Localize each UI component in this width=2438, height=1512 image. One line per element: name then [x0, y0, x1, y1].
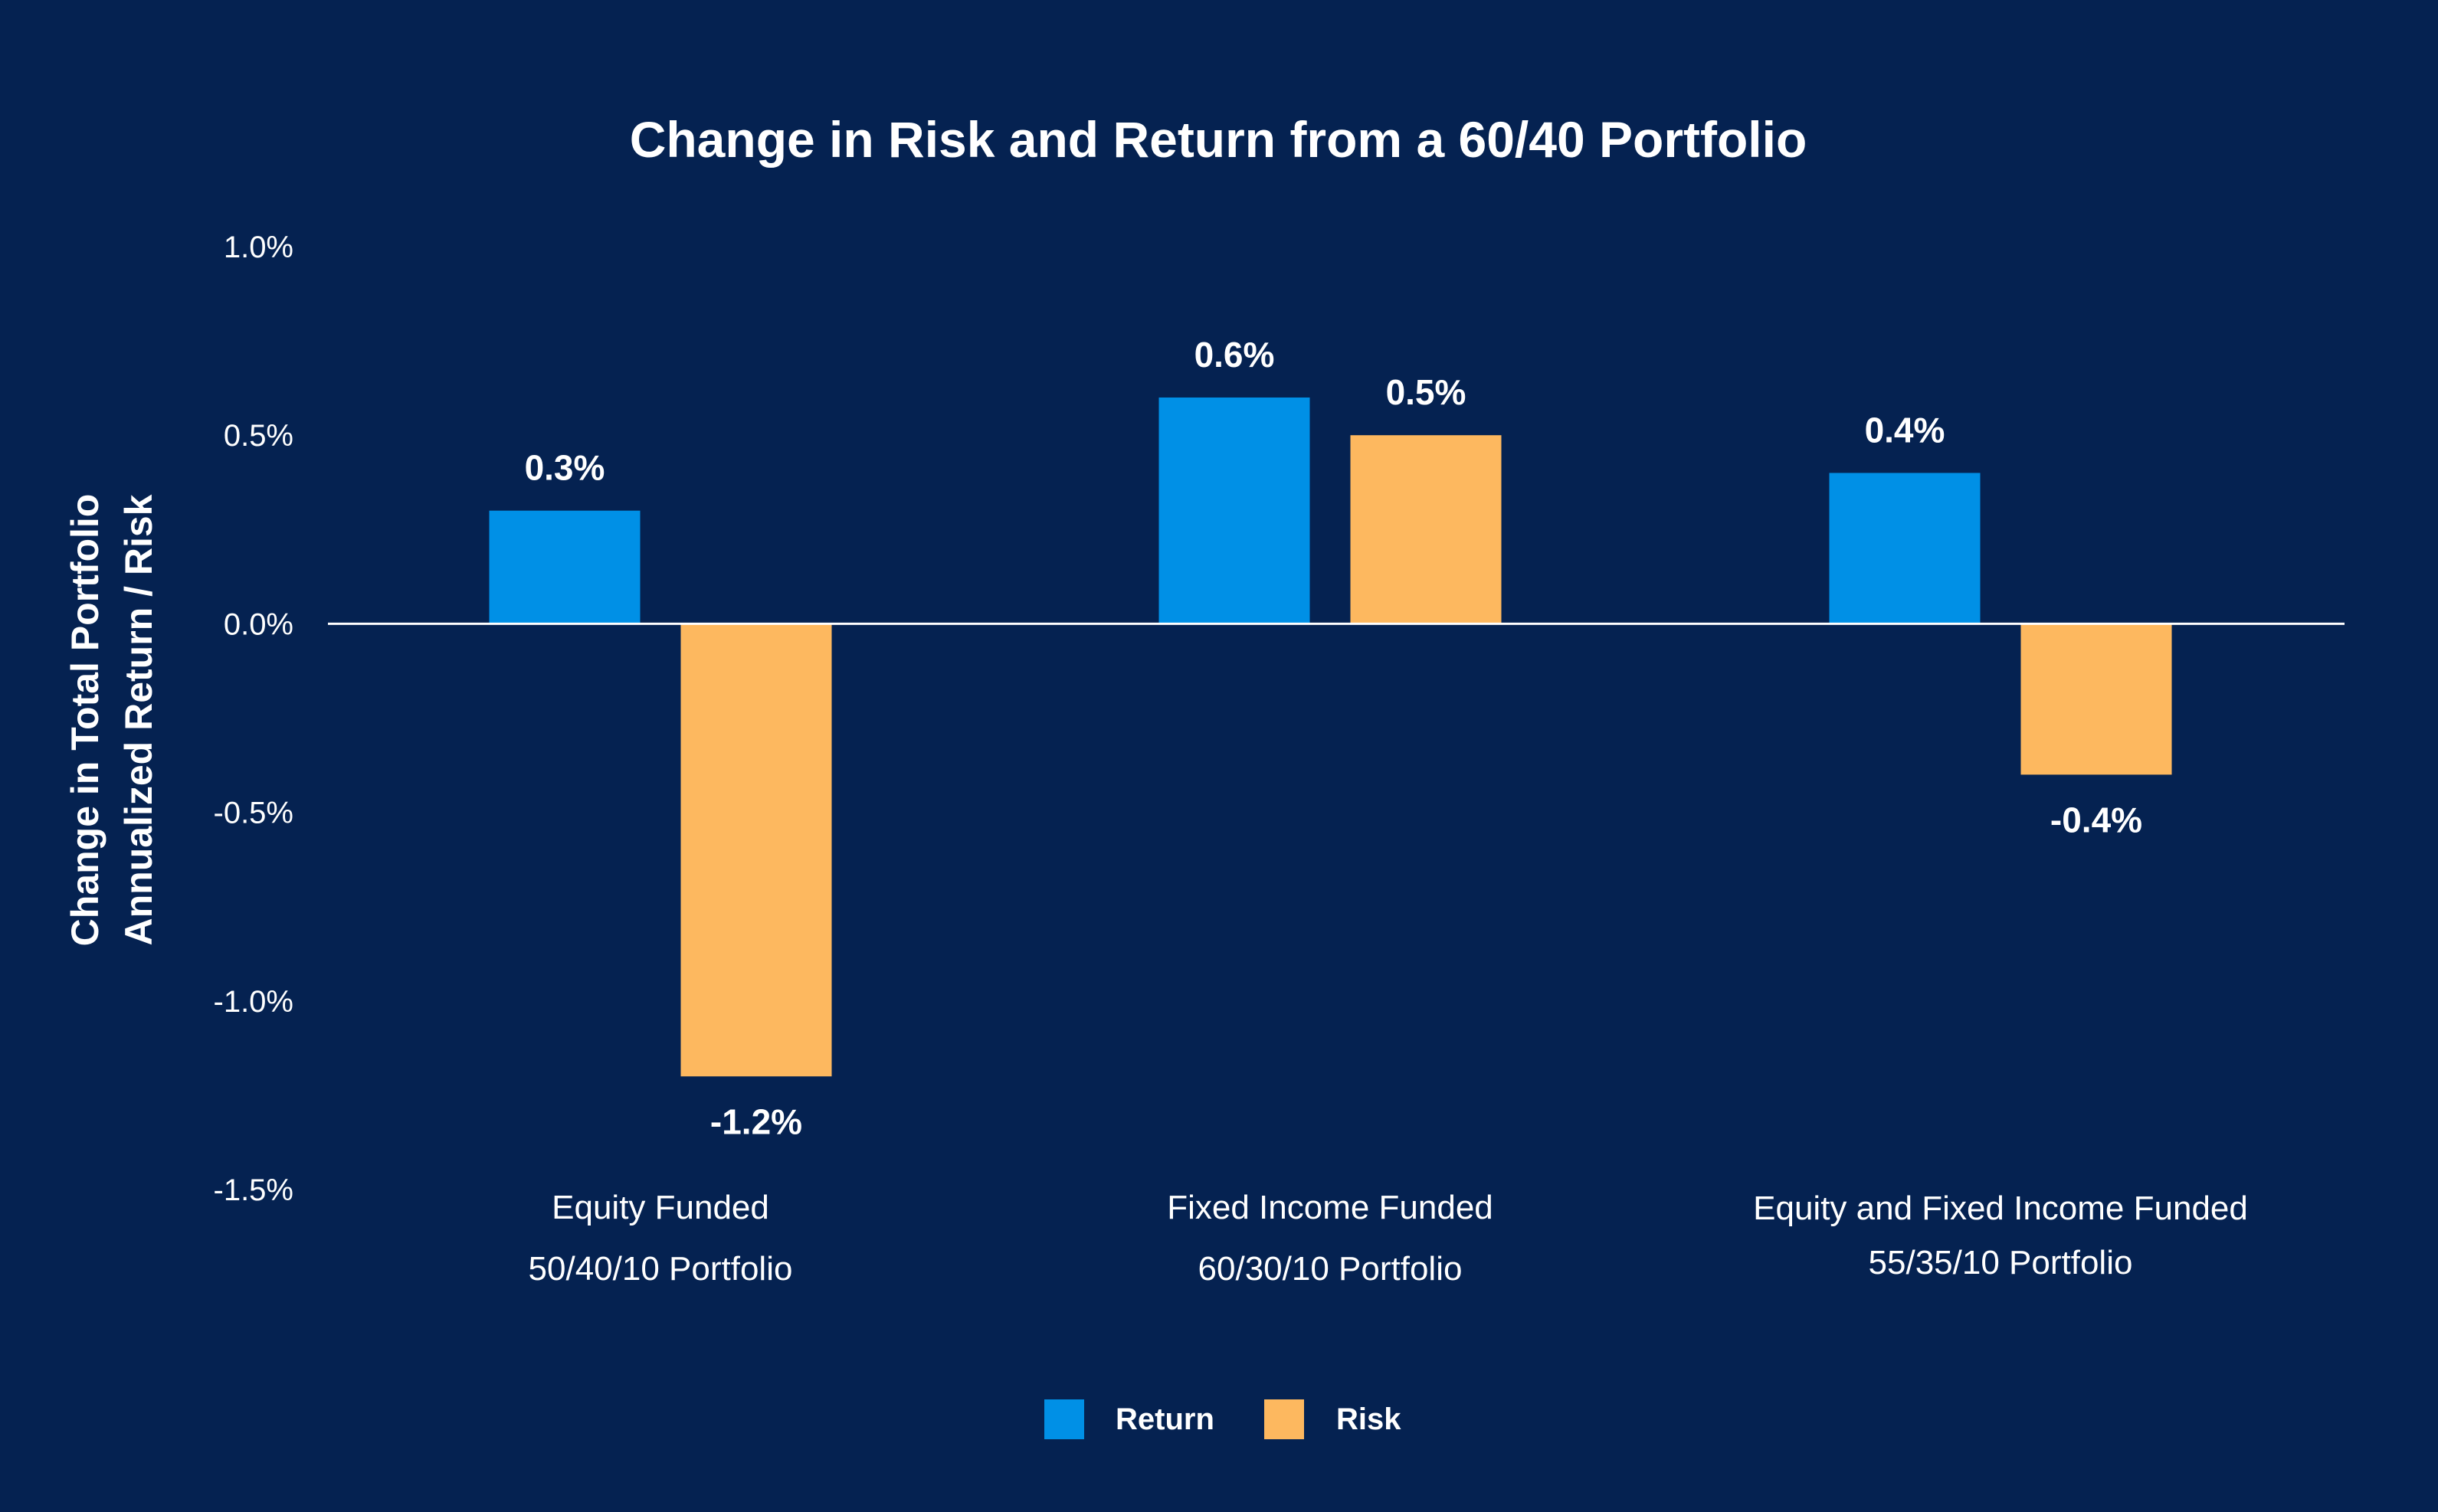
bar-risk-2 [1350, 435, 1502, 624]
data-label-return-3: 0.4% [1865, 410, 1945, 450]
y-axis-title-line-2: Annualized Return / Risk [117, 494, 160, 945]
category-label-1-line-2: 50/40/10 Portfolio [529, 1250, 793, 1288]
y-axis-title-line-1: Change in Total Portfolio [64, 494, 106, 947]
y-axis-ticks: 1.0% 0.5% 0.0% -0.5% -1.0% -1.5% [214, 231, 294, 1207]
chart-title: Change in Risk and Return from a 60/40 P… [630, 111, 1807, 168]
category-label-2-line-2: 60/30/10 Portfolio [1198, 1250, 1463, 1288]
y-tick-label: 0.0% [224, 607, 293, 641]
category-labels: Equity Funded 50/40/10 Portfolio Fixed Inc… [529, 1189, 2248, 1288]
legend: Return Risk [1044, 1399, 1401, 1439]
y-tick-label: 1.0% [224, 231, 293, 264]
bar-return-2 [1158, 397, 1310, 624]
data-label-risk-2: 0.5% [1386, 372, 1466, 412]
legend-label-risk: Risk [1336, 1402, 1401, 1436]
category-label-2-line-1: Fixed Income Funded [1167, 1189, 1493, 1226]
y-tick-label: -1.5% [214, 1173, 294, 1207]
bar-return-1 [489, 510, 641, 624]
y-tick-label: -0.5% [214, 797, 294, 830]
y-axis-title: Change in Total Portfolio Annualized Ret… [64, 494, 160, 947]
legend-label-return: Return [1116, 1402, 1214, 1436]
category-label-1-line-1: Equity Funded [552, 1189, 769, 1226]
y-tick-label: 0.5% [224, 419, 293, 453]
data-label-risk-3: -0.4% [2050, 800, 2142, 839]
data-label-risk-1: -1.2% [710, 1101, 802, 1141]
data-label-return-2: 0.6% [1194, 335, 1275, 375]
data-labels: 0.3% 0.6% 0.4% -1.2% 0.5% -0.4% [525, 335, 2143, 1141]
category-label-3-line-1: Equity and Fixed Income Funded [1753, 1190, 2248, 1227]
bar-risk-3 [2020, 623, 2172, 775]
bars [489, 397, 2172, 1077]
category-label-3-line-2: 55/35/10 Portfolio [1869, 1244, 2133, 1281]
legend-swatch-risk [1264, 1399, 1304, 1439]
y-tick-label: -1.0% [214, 985, 294, 1019]
data-label-return-1: 0.3% [525, 448, 605, 488]
bar-risk-1 [680, 623, 832, 1077]
legend-swatch-return [1044, 1399, 1084, 1439]
bar-return-3 [1829, 473, 1981, 624]
